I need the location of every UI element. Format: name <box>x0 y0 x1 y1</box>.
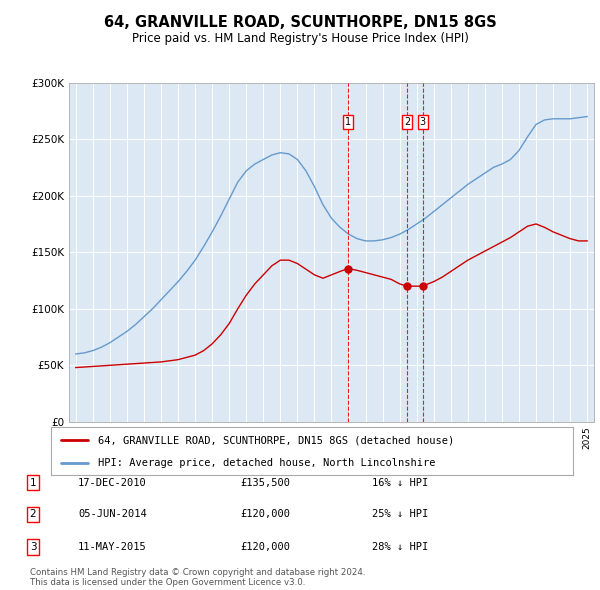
Text: 1: 1 <box>345 117 351 127</box>
Text: 05-JUN-2014: 05-JUN-2014 <box>78 510 147 519</box>
Text: £135,500: £135,500 <box>240 478 290 487</box>
Text: Price paid vs. HM Land Registry's House Price Index (HPI): Price paid vs. HM Land Registry's House … <box>131 32 469 45</box>
Text: 28% ↓ HPI: 28% ↓ HPI <box>372 542 428 552</box>
Text: 16% ↓ HPI: 16% ↓ HPI <box>372 478 428 487</box>
Text: 3: 3 <box>420 117 426 127</box>
Text: HPI: Average price, detached house, North Lincolnshire: HPI: Average price, detached house, Nort… <box>98 458 436 468</box>
Text: 2: 2 <box>29 510 37 519</box>
Text: 2: 2 <box>404 117 410 127</box>
Text: Contains HM Land Registry data © Crown copyright and database right 2024.
This d: Contains HM Land Registry data © Crown c… <box>30 568 365 587</box>
Text: 1: 1 <box>29 478 37 487</box>
Text: 3: 3 <box>29 542 37 552</box>
Text: 11-MAY-2015: 11-MAY-2015 <box>78 542 147 552</box>
Text: 64, GRANVILLE ROAD, SCUNTHORPE, DN15 8GS (detached house): 64, GRANVILLE ROAD, SCUNTHORPE, DN15 8GS… <box>98 435 454 445</box>
Text: £120,000: £120,000 <box>240 542 290 552</box>
Text: 25% ↓ HPI: 25% ↓ HPI <box>372 510 428 519</box>
Text: 64, GRANVILLE ROAD, SCUNTHORPE, DN15 8GS: 64, GRANVILLE ROAD, SCUNTHORPE, DN15 8GS <box>104 15 496 30</box>
Text: £120,000: £120,000 <box>240 510 290 519</box>
Text: 17-DEC-2010: 17-DEC-2010 <box>78 478 147 487</box>
